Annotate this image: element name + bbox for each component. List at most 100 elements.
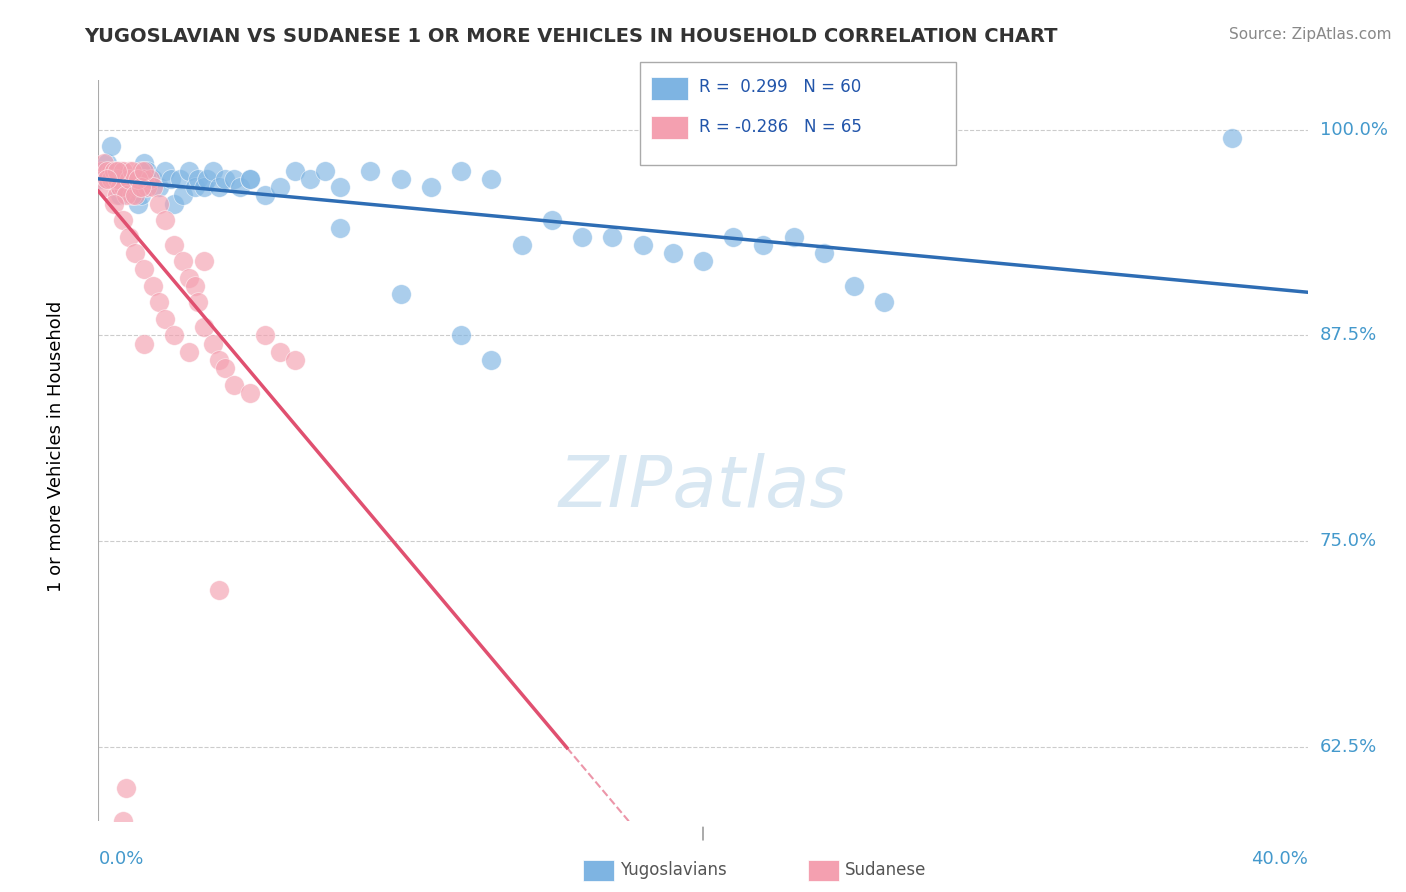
Point: [105, 163, 128, 178]
Point: [114, 780, 136, 795]
Point: [142, 180, 165, 194]
Point: [1220, 131, 1243, 145]
Point: [783, 229, 806, 244]
Point: [214, 361, 236, 376]
Point: [132, 163, 155, 178]
Point: [124, 246, 146, 260]
Point: [124, 188, 146, 202]
Point: [124, 180, 146, 194]
Point: [723, 229, 745, 244]
Text: 40.0%: 40.0%: [1251, 850, 1308, 868]
Point: [93, 155, 115, 169]
Point: [752, 237, 775, 252]
Point: [111, 814, 134, 828]
Point: [314, 163, 336, 178]
Point: [132, 336, 155, 351]
Point: [253, 328, 276, 343]
Point: [105, 172, 128, 186]
Point: [132, 155, 155, 169]
Point: [105, 163, 128, 178]
Text: 0.0%: 0.0%: [98, 850, 143, 868]
Point: [214, 172, 236, 186]
Point: [96, 155, 118, 169]
Point: [124, 172, 146, 186]
Point: [132, 262, 155, 277]
Point: [239, 172, 262, 186]
Point: [118, 163, 141, 178]
Point: [481, 353, 503, 368]
Point: [202, 336, 225, 351]
Point: [450, 328, 472, 343]
Point: [179, 344, 201, 359]
Text: ZIPatlas: ZIPatlas: [558, 453, 848, 522]
Point: [873, 295, 896, 310]
Point: [360, 163, 382, 178]
Point: [108, 180, 131, 194]
Point: [118, 172, 141, 186]
Point: [229, 180, 252, 194]
Point: [450, 163, 472, 178]
Point: [195, 172, 218, 186]
Point: [132, 172, 155, 186]
Point: [202, 163, 225, 178]
Point: [193, 180, 215, 194]
Point: [813, 246, 835, 260]
Point: [108, 188, 131, 202]
Point: [121, 163, 143, 178]
Point: [284, 353, 307, 368]
Point: [193, 320, 215, 334]
Point: [510, 237, 533, 252]
Text: R = -0.286   N = 65: R = -0.286 N = 65: [699, 118, 862, 136]
Point: [187, 295, 209, 310]
Text: 87.5%: 87.5%: [1320, 326, 1376, 344]
Point: [153, 213, 176, 227]
Point: [114, 188, 136, 202]
Text: Source: ZipAtlas.com: Source: ZipAtlas.com: [1229, 27, 1392, 42]
Point: [105, 188, 128, 202]
Point: [172, 254, 194, 268]
Point: [148, 180, 170, 194]
Point: [184, 180, 207, 194]
Point: [208, 583, 231, 598]
Point: [118, 229, 141, 244]
Point: [163, 237, 186, 252]
Point: [571, 229, 593, 244]
Point: [90, 172, 112, 186]
Point: [253, 188, 276, 202]
Point: [208, 353, 231, 368]
Point: [389, 172, 412, 186]
Point: [142, 172, 165, 186]
Point: [127, 172, 149, 186]
Point: [148, 196, 170, 211]
Point: [96, 172, 118, 186]
Text: 75.0%: 75.0%: [1320, 532, 1376, 550]
Text: Yugoslavians: Yugoslavians: [620, 861, 727, 879]
Point: [114, 172, 136, 186]
Point: [127, 180, 149, 194]
Point: [661, 246, 683, 260]
Text: YUGOSLAVIAN VS SUDANESE 1 OR MORE VEHICLES IN HOUSEHOLD CORRELATION CHART: YUGOSLAVIAN VS SUDANESE 1 OR MORE VEHICL…: [84, 27, 1057, 45]
Text: 62.5%: 62.5%: [1320, 738, 1376, 756]
Point: [108, 163, 131, 178]
Point: [329, 221, 352, 235]
Point: [420, 180, 443, 194]
Point: [111, 180, 134, 194]
Point: [163, 328, 186, 343]
Point: [692, 254, 714, 268]
Point: [103, 196, 125, 211]
Point: [96, 163, 118, 178]
Point: [118, 172, 141, 186]
Text: R =  0.299   N = 60: R = 0.299 N = 60: [699, 78, 860, 96]
Text: 100.0%: 100.0%: [1320, 120, 1388, 138]
Point: [129, 163, 152, 178]
Point: [389, 287, 412, 301]
Point: [100, 163, 122, 178]
Point: [299, 172, 322, 186]
Point: [224, 377, 246, 392]
Point: [602, 229, 624, 244]
Point: [127, 196, 149, 211]
Point: [93, 172, 115, 186]
Text: 1 or more Vehicles in Household: 1 or more Vehicles in Household: [48, 301, 65, 591]
Point: [90, 163, 112, 178]
Point: [193, 254, 215, 268]
